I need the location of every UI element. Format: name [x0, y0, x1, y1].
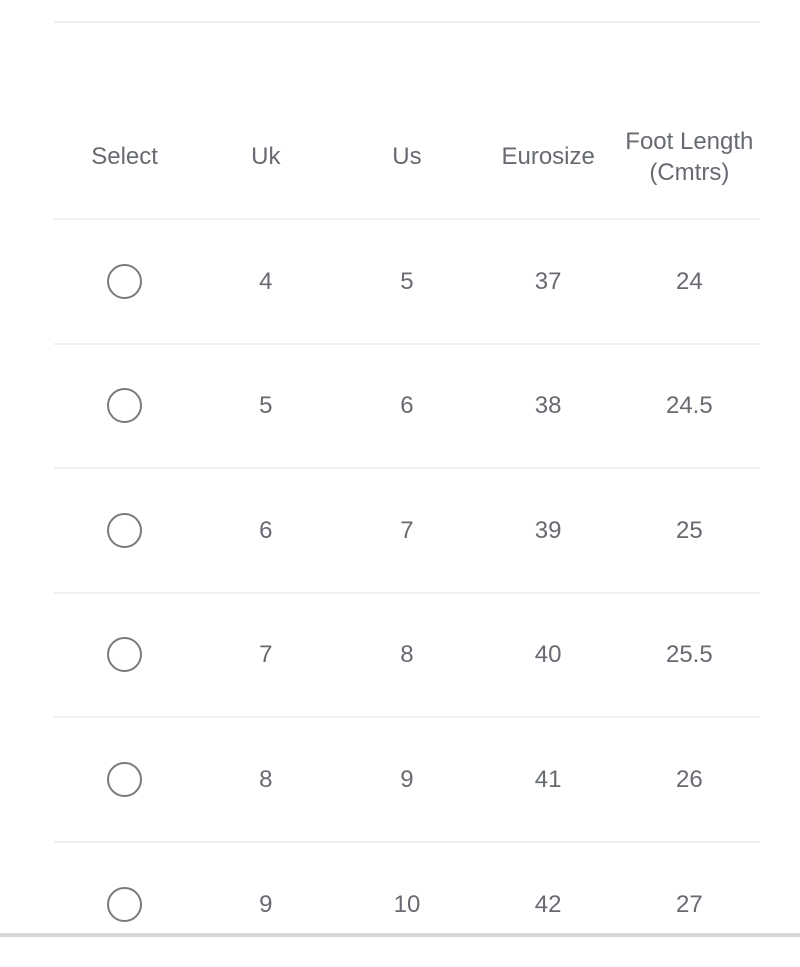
size-radio-button[interactable]: [107, 388, 142, 423]
foot-length: 24.5: [619, 390, 760, 421]
us-size: 7: [336, 515, 477, 546]
foot-length: 25: [619, 515, 760, 546]
foot-length: 27: [619, 889, 760, 920]
us-size: 6: [336, 390, 477, 421]
select-cell: [54, 637, 195, 672]
header-eurosize: Eurosize: [478, 141, 619, 172]
table-header: Select Uk Us Eurosize Foot Length (Cmtrs…: [54, 23, 760, 220]
us-size: 8: [336, 639, 477, 670]
select-cell: [54, 762, 195, 797]
euro-size: 38: [478, 390, 619, 421]
euro-size: 41: [478, 764, 619, 795]
euro-size: 40: [478, 639, 619, 670]
bottom-edge: [0, 933, 800, 937]
uk-size: 6: [195, 515, 336, 546]
size-radio-button[interactable]: [107, 637, 142, 672]
size-radio-button[interactable]: [107, 513, 142, 548]
header-uk: Uk: [195, 141, 336, 172]
size-chart-table: Select Uk Us Eurosize Foot Length (Cmtrs…: [54, 23, 760, 967]
foot-length: 26: [619, 764, 760, 795]
euro-size: 39: [478, 515, 619, 546]
size-radio-button[interactable]: [107, 762, 142, 797]
size-radio-button[interactable]: [107, 264, 142, 299]
foot-length: 24: [619, 266, 760, 297]
uk-size: 8: [195, 764, 336, 795]
header-us: Us: [336, 141, 477, 172]
foot-length: 25.5: [619, 639, 760, 670]
euro-size: 42: [478, 889, 619, 920]
header-foot-length: Foot Length (Cmtrs): [619, 126, 760, 188]
euro-size: 37: [478, 266, 619, 297]
select-cell: [54, 388, 195, 423]
header-select: Select: [54, 141, 195, 172]
us-size: 5: [336, 266, 477, 297]
us-size: 10: [336, 889, 477, 920]
uk-size: 7: [195, 639, 336, 670]
select-cell: [54, 264, 195, 299]
select-cell: [54, 513, 195, 548]
size-radio-button[interactable]: [107, 887, 142, 922]
uk-size: 5: [195, 390, 336, 421]
us-size: 9: [336, 764, 477, 795]
select-cell: [54, 887, 195, 922]
uk-size: 9: [195, 889, 336, 920]
uk-size: 4: [195, 266, 336, 297]
